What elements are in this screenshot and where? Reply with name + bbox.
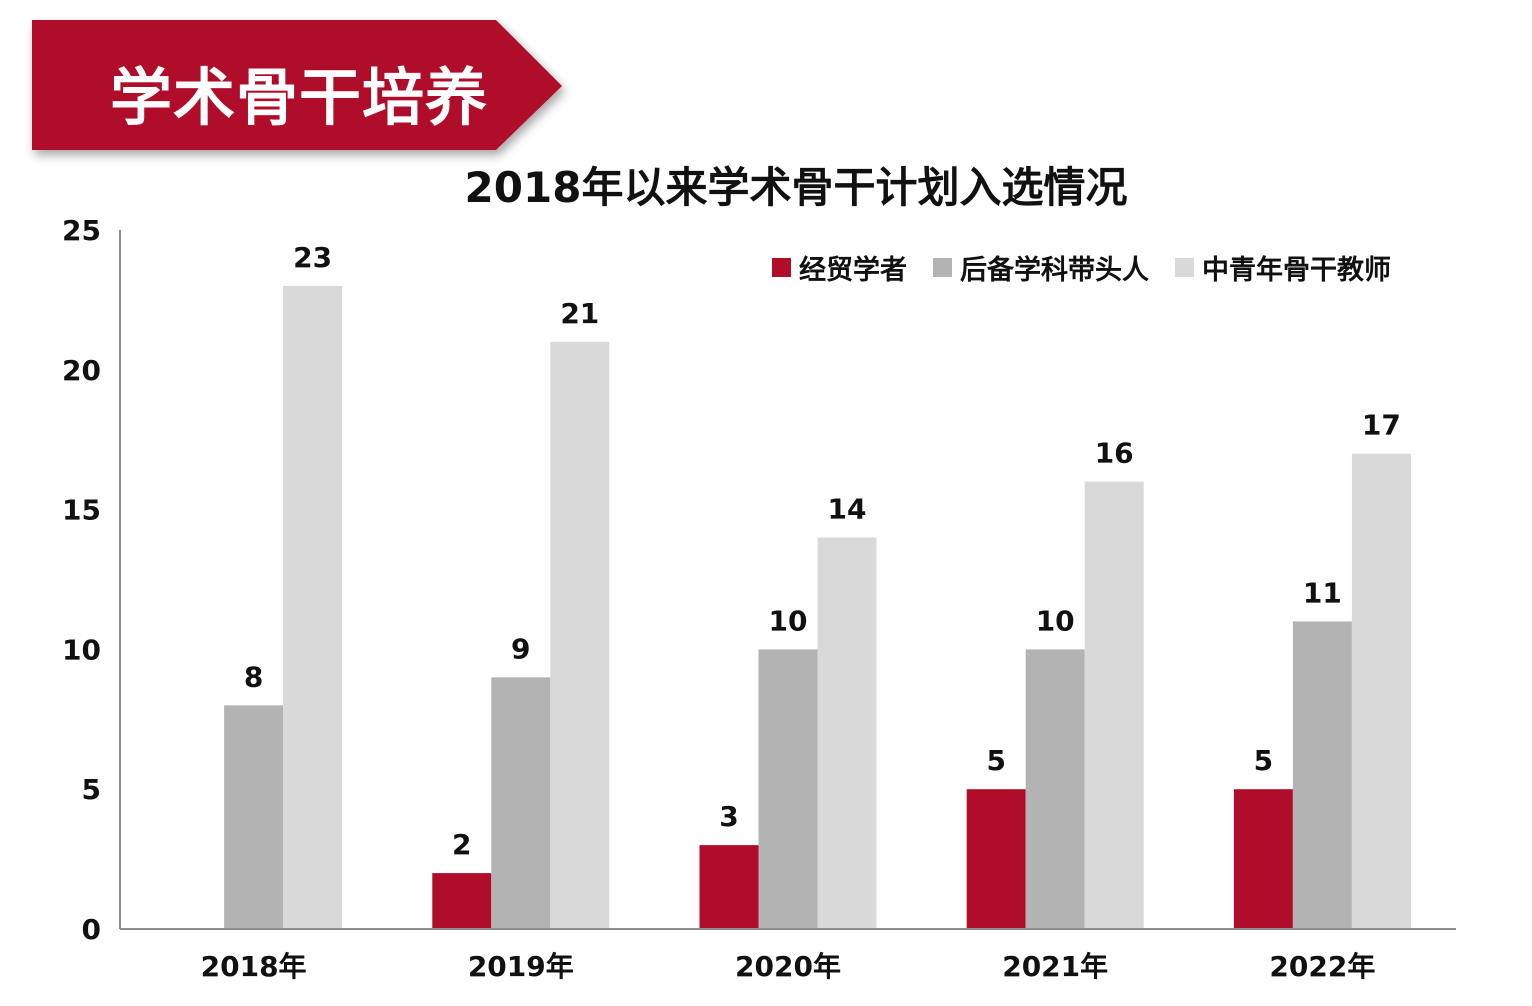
data-label: 2 xyxy=(452,828,471,861)
y-tick-label: 15 xyxy=(62,494,101,527)
y-tick-label: 20 xyxy=(62,354,101,387)
x-tick-label: 2018年 xyxy=(201,950,307,983)
x-tick-label: 2022年 xyxy=(1269,950,1375,983)
chart-title: 2018年以来学术骨干计划入选情况 xyxy=(464,163,1128,212)
legend-label: 后备学科带头人 xyxy=(960,255,1149,286)
bar xyxy=(1084,481,1144,929)
data-label: 3 xyxy=(719,800,738,833)
legend-item: 中青年骨干教师 xyxy=(1175,248,1391,287)
x-axis: 2018年 2019年 2020年 2021年 2022年 xyxy=(201,950,1376,983)
data-label: 14 xyxy=(828,493,867,526)
bar xyxy=(1233,789,1293,929)
legend-label: 经贸学者 xyxy=(799,255,907,286)
legend-swatch xyxy=(933,258,952,277)
y-tick-label: 5 xyxy=(82,773,101,806)
data-label: 23 xyxy=(293,241,332,274)
bar xyxy=(699,845,759,929)
legend-item: 经贸学者 xyxy=(772,248,907,287)
x-tick-label: 2021年 xyxy=(1002,950,1108,983)
legend-swatch xyxy=(1175,258,1194,277)
bar xyxy=(283,285,343,929)
banner-title: 学术骨干培养 xyxy=(110,61,489,134)
bar-labels: 8 23 2 9 21 3 10 14 5 10 16 5 11 17 xyxy=(244,241,1401,861)
banner xyxy=(32,20,562,150)
y-axis: 0 5 10 15 20 25 xyxy=(62,214,101,946)
y-tick-label: 10 xyxy=(62,633,101,666)
data-label: 16 xyxy=(1095,437,1134,470)
data-label: 10 xyxy=(1036,604,1075,637)
bar xyxy=(491,677,551,929)
bar xyxy=(224,705,284,929)
data-label: 5 xyxy=(986,744,1005,777)
legend-label: 中青年骨干教师 xyxy=(1202,255,1391,286)
bar xyxy=(758,649,818,929)
x-tick-label: 2020年 xyxy=(735,950,841,983)
data-label: 8 xyxy=(244,660,263,693)
bar xyxy=(1351,453,1411,929)
bar xyxy=(966,789,1026,929)
legend-swatch xyxy=(772,258,791,277)
bar xyxy=(1025,649,1085,929)
data-label: 10 xyxy=(769,604,808,637)
data-label: 11 xyxy=(1303,576,1342,609)
data-label: 5 xyxy=(1254,744,1273,777)
bars xyxy=(224,285,1411,930)
legend-item: 后备学科带头人 xyxy=(933,248,1149,287)
data-label: 21 xyxy=(560,297,599,330)
bar xyxy=(432,873,492,929)
y-tick-label: 0 xyxy=(82,913,101,946)
data-label: 17 xyxy=(1362,409,1401,442)
banner-shape xyxy=(32,20,562,150)
x-tick-label: 2019年 xyxy=(468,950,574,983)
data-label: 9 xyxy=(511,632,530,665)
legend: 经贸学者 后备学科带头人 中青年骨干教师 xyxy=(772,248,1391,287)
bar xyxy=(817,537,877,929)
bar xyxy=(550,341,610,930)
bar xyxy=(1292,621,1352,929)
y-tick-label: 25 xyxy=(62,214,101,247)
